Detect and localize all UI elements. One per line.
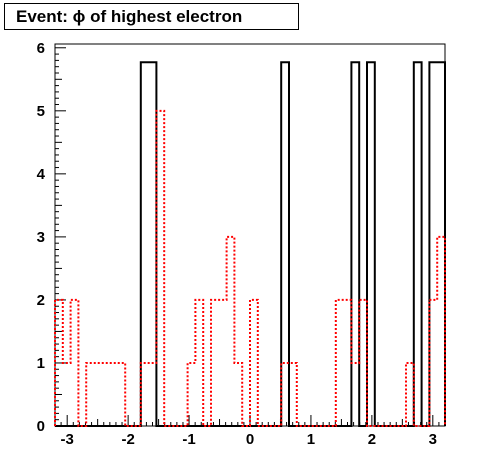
histogram-series-2 <box>54 109 446 427</box>
y-tick-label: 2 <box>37 292 45 309</box>
chart-title: Event: ϕ of highest electron <box>4 3 299 30</box>
histogram-series <box>54 61 446 427</box>
x-tick-label: 2 <box>368 431 376 448</box>
x-tick-label: -3 <box>61 431 74 448</box>
x-tick-label: -1 <box>182 431 195 448</box>
y-tick-label: 0 <box>37 418 45 435</box>
y-tick-label: 6 <box>37 40 45 57</box>
x-tick-label: -2 <box>121 431 134 448</box>
histogram-series-1 <box>55 61 446 427</box>
y-tick-label: 3 <box>37 229 45 246</box>
y-tick-label: 5 <box>37 103 45 120</box>
axis-tick-labels: -3 -2 -1 0 1 2 3 0 1 2 3 4 5 6 <box>37 40 437 448</box>
x-tick-label: 0 <box>246 431 254 448</box>
x-tick-label: 1 <box>307 431 315 448</box>
x-tick-label: 3 <box>429 431 437 448</box>
y-tick-label: 4 <box>37 166 46 183</box>
y-tick-label: 1 <box>37 355 45 372</box>
